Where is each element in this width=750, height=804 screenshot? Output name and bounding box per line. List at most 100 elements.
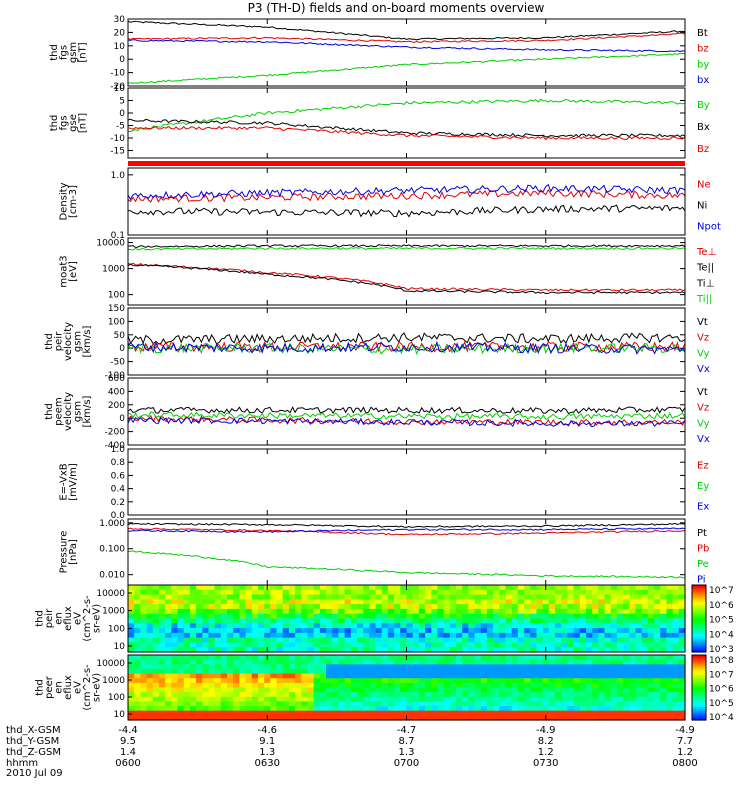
spectrogram-cell: [573, 655, 581, 661]
spectrogram-cell: [499, 696, 507, 702]
spectrogram-cell: [288, 585, 296, 591]
colorbar-tick-label: 10^6: [709, 685, 734, 695]
spectrogram-cell: [431, 659, 439, 665]
spectrogram-cell: [152, 710, 160, 716]
spectrogram-cell: [140, 655, 148, 661]
spectrogram-cell: [165, 637, 172, 643]
spectrogram-cell: [214, 668, 222, 675]
spectrogram-cell: [678, 647, 686, 653]
spectrogram-cell: [425, 696, 432, 702]
spectrogram-cell: [480, 613, 488, 620]
spectrogram-cell: [629, 628, 637, 634]
spectrogram-cell: [456, 659, 463, 665]
spectrogram-cell: [301, 673, 309, 679]
spectrogram-cell: [610, 706, 618, 712]
spectrogram-cell: [258, 599, 265, 605]
spectrogram-cell: [363, 692, 370, 698]
spectrogram-cell: [480, 632, 488, 639]
spectrogram-cell: [363, 585, 370, 591]
spectrogram-cell: [276, 628, 284, 634]
spectrogram-cell: [517, 632, 525, 639]
spectrogram-cell: [641, 687, 649, 693]
spectrogram-cell: [592, 628, 599, 634]
spectrogram-cell: [264, 659, 271, 665]
spectrogram-cell: [344, 637, 352, 643]
ylabel-line: thd: [49, 115, 60, 132]
spectrogram-cell: [468, 594, 476, 600]
spectrogram-cell: [350, 589, 358, 596]
spectrogram-cell: [375, 589, 383, 596]
spectrogram-cell: [598, 710, 606, 716]
spectrogram-cell: [561, 604, 568, 610]
spectrogram-cell: [134, 623, 141, 629]
spectrogram-cell: [152, 687, 160, 693]
spectrogram-cell: [561, 589, 568, 596]
spectrogram-cell: [443, 632, 451, 639]
spectrogram-cell: [418, 696, 426, 702]
spectrogram-cell: [567, 715, 575, 721]
spectrogram-cell: [165, 706, 172, 712]
spectrogram-cell: [660, 613, 667, 620]
spectrogram-cell: [542, 701, 550, 707]
spectrogram-cell: [517, 613, 525, 620]
spectrogram-cell: [493, 687, 500, 693]
spectrogram-cell: [357, 687, 364, 693]
spectrogram-cell: [239, 673, 247, 679]
spectrogram-cell: [332, 647, 339, 653]
spectrogram-cell: [480, 585, 488, 591]
spectrogram-cell: [189, 585, 197, 591]
spectrogram-cell: [431, 604, 439, 610]
spectrogram-cell: [406, 715, 414, 721]
spectrogram-cell: [338, 696, 346, 702]
spectrogram-cell: [449, 715, 457, 721]
spectrogram-cell: [474, 655, 482, 661]
spectrogram-cell: [425, 637, 432, 643]
spectrogram-cell: [282, 647, 290, 653]
spectrogram-cell: [548, 706, 556, 712]
spectrogram-cell: [666, 706, 674, 712]
ylabel-line: sr-eV): [92, 604, 103, 633]
spectrogram-cell: [313, 623, 321, 629]
spectrogram-cell: [468, 613, 476, 620]
spectrogram-cell: [394, 604, 401, 610]
spectrogram-cell: [196, 647, 203, 653]
spectrogram-cell: [171, 706, 179, 712]
spectrogram-cell: [363, 637, 370, 643]
spectrogram-cell: [487, 664, 494, 670]
spectrogram-cell: [171, 632, 179, 639]
spectrogram-cell: [146, 655, 154, 661]
spectrogram-cell: [400, 604, 408, 610]
spectrogram-cell: [183, 687, 191, 693]
spectrogram-cell: [282, 604, 290, 610]
spectrogram-cell: [548, 673, 556, 679]
spectrogram-cell: [474, 659, 482, 665]
spectrogram-cell: [220, 608, 228, 615]
spectrogram-cell: [462, 664, 469, 670]
spectrogram-cell: [425, 701, 432, 707]
spectrogram-cell: [319, 585, 327, 591]
spectrogram-cell: [641, 678, 649, 684]
spectrogram-cell: [474, 647, 482, 653]
legend-label: Vy: [697, 418, 710, 429]
spectrogram-cell: [468, 632, 476, 639]
spectrogram-cell: [128, 647, 135, 653]
spectrogram-cell: [592, 647, 599, 653]
spectrogram-cell: [524, 678, 531, 684]
spectrogram-cell: [678, 715, 686, 721]
spectrogram-cell: [468, 687, 476, 693]
spectrogram-cell: [245, 696, 253, 702]
spectrogram-cell: [511, 589, 519, 596]
spectrogram-cell: [548, 628, 556, 634]
spectrogram-cell: [202, 659, 210, 665]
spectrogram-cell: [505, 682, 513, 689]
spectrogram-cell: [524, 604, 531, 610]
spectrogram-cell: [171, 678, 179, 684]
spectrogram-cell: [276, 664, 284, 670]
spectrogram-cell: [542, 599, 550, 605]
spectrogram-cell: [264, 628, 271, 634]
spectrogram-cell: [524, 682, 531, 689]
spectrogram-cell: [140, 604, 148, 610]
spectrogram-cell: [276, 618, 284, 624]
spectrogram-cell: [282, 589, 290, 596]
spectrogram-cell: [579, 604, 587, 610]
